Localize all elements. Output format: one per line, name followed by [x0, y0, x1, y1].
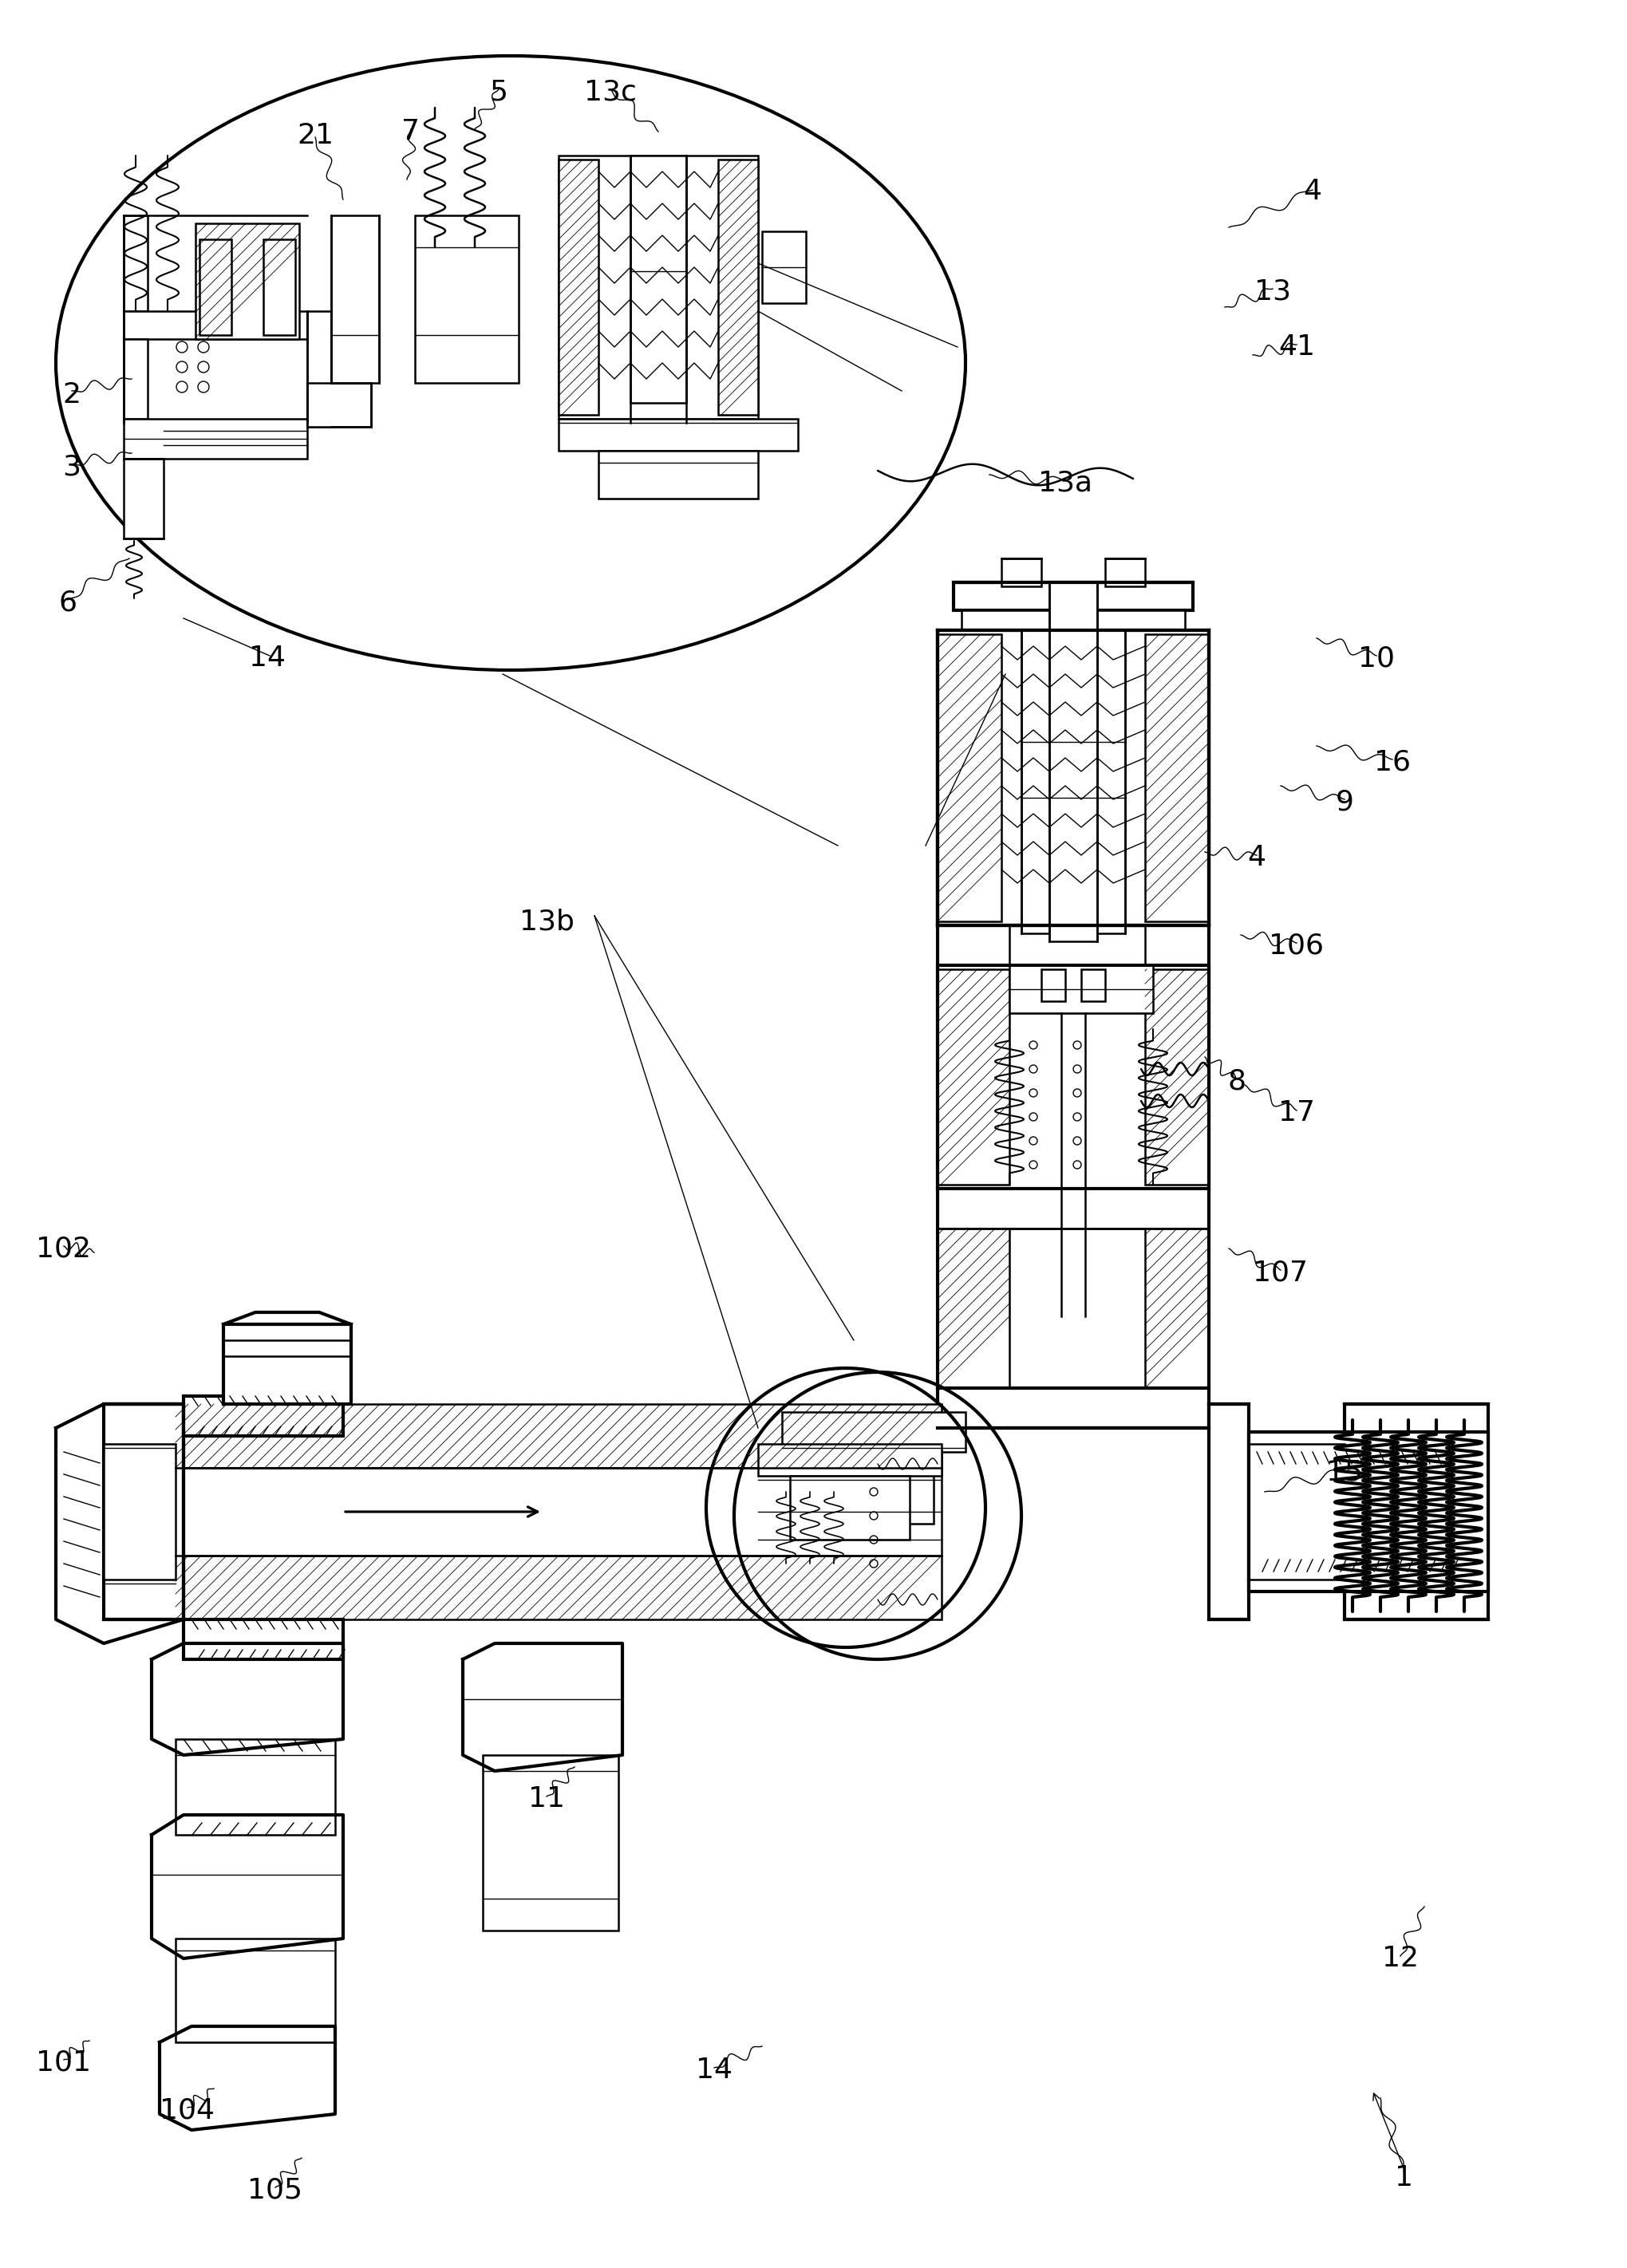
- Bar: [718, 159, 758, 415]
- Text: 106: 106: [1269, 932, 1323, 959]
- Bar: [176, 1467, 940, 1556]
- Bar: [223, 1325, 351, 1404]
- Bar: [176, 1939, 335, 2041]
- Bar: [195, 222, 299, 338]
- Text: 13a: 13a: [1038, 469, 1092, 497]
- Bar: [1144, 635, 1209, 921]
- Text: 8: 8: [1227, 1068, 1245, 1095]
- Text: 16: 16: [1373, 748, 1411, 776]
- Text: 41: 41: [1277, 333, 1315, 361]
- Bar: [483, 1755, 618, 1930]
- Text: 12: 12: [1381, 1946, 1419, 1973]
- Bar: [937, 631, 1209, 925]
- Bar: [415, 215, 519, 383]
- Text: 1: 1: [1394, 2164, 1412, 2191]
- Bar: [124, 458, 163, 538]
- Bar: [1001, 558, 1041, 587]
- Bar: [104, 1445, 176, 1579]
- Text: 13c: 13c: [584, 77, 636, 104]
- Bar: [937, 1188, 1209, 1229]
- Text: 3: 3: [62, 454, 81, 481]
- Bar: [104, 1404, 184, 1619]
- Text: 102: 102: [36, 1234, 91, 1261]
- Bar: [953, 583, 1193, 610]
- Bar: [558, 156, 758, 420]
- Text: 17: 17: [1277, 1100, 1315, 1127]
- Bar: [1049, 583, 1097, 941]
- Text: 104: 104: [159, 2096, 215, 2123]
- Bar: [176, 1740, 335, 1835]
- Bar: [937, 1229, 1009, 1388]
- Text: 21: 21: [296, 122, 334, 150]
- Bar: [184, 1397, 343, 1436]
- Bar: [558, 420, 797, 451]
- Bar: [781, 1413, 965, 1452]
- Bar: [176, 1404, 940, 1467]
- Bar: [1248, 1431, 1487, 1592]
- Bar: [124, 420, 308, 458]
- Text: 9: 9: [1334, 789, 1354, 814]
- Text: 13: 13: [1254, 277, 1290, 304]
- Bar: [1020, 631, 1124, 934]
- Bar: [1248, 1452, 1464, 1572]
- Text: 6: 6: [59, 590, 76, 617]
- Bar: [1248, 1445, 1344, 1579]
- Bar: [1344, 1404, 1487, 1619]
- Text: 13b: 13b: [519, 907, 574, 934]
- Bar: [124, 215, 148, 311]
- Text: 105: 105: [247, 2177, 303, 2204]
- Text: 7: 7: [402, 118, 420, 145]
- Bar: [814, 1452, 934, 1524]
- Bar: [176, 1556, 940, 1619]
- Bar: [308, 311, 330, 426]
- Bar: [630, 156, 687, 404]
- Bar: [599, 451, 758, 499]
- Bar: [937, 966, 1209, 1188]
- Text: 15: 15: [1326, 1458, 1362, 1486]
- Text: 11: 11: [529, 1785, 565, 1812]
- Text: 4: 4: [1246, 844, 1266, 871]
- Bar: [761, 231, 805, 304]
- Bar: [1144, 1229, 1209, 1388]
- Bar: [308, 383, 371, 426]
- Bar: [200, 240, 231, 336]
- Bar: [330, 215, 379, 383]
- Bar: [1209, 1404, 1248, 1619]
- Bar: [1009, 966, 1152, 1014]
- Text: 14: 14: [695, 2057, 732, 2084]
- Text: 14: 14: [249, 644, 285, 671]
- Bar: [1105, 558, 1144, 587]
- Bar: [558, 159, 599, 415]
- Text: 107: 107: [1253, 1259, 1308, 1286]
- Text: 4: 4: [1303, 177, 1321, 204]
- Bar: [1041, 968, 1064, 1000]
- Bar: [789, 1476, 909, 1540]
- Bar: [962, 610, 1184, 631]
- Bar: [937, 925, 1009, 966]
- Bar: [264, 240, 294, 336]
- Text: 101: 101: [36, 2048, 91, 2075]
- Bar: [1080, 968, 1105, 1000]
- Bar: [124, 311, 308, 338]
- Bar: [758, 1445, 940, 1476]
- Bar: [937, 1388, 1209, 1429]
- Bar: [937, 968, 1009, 1184]
- Text: 10: 10: [1357, 644, 1394, 671]
- Text: 5: 5: [490, 77, 508, 104]
- Text: 2: 2: [62, 381, 81, 408]
- Bar: [1144, 925, 1209, 966]
- Bar: [937, 635, 1001, 921]
- Bar: [1144, 968, 1209, 1184]
- Bar: [184, 1619, 343, 1660]
- Bar: [124, 338, 148, 420]
